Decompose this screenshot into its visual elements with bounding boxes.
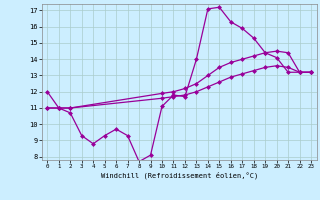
X-axis label: Windchill (Refroidissement éolien,°C): Windchill (Refroidissement éolien,°C) (100, 172, 258, 179)
